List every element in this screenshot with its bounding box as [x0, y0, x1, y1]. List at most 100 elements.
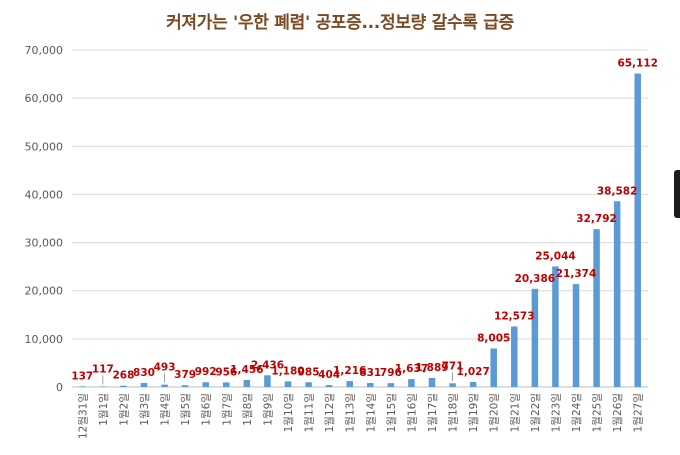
bar [181, 385, 189, 387]
x-tick-label: 1월2일 [117, 393, 130, 426]
bar [161, 384, 168, 387]
data-label: 493 [154, 362, 176, 374]
x-tick-label: 1월25일 [591, 393, 604, 432]
x-axis-tick-labels: 12월31일 1월1일 1월2일 1월3일 1월4일 1월5일 1월6일 1월7일 1월8일 1월… [76, 393, 644, 439]
data-label: 8,005 [477, 332, 510, 344]
data-label: 137 [71, 370, 93, 382]
data-label: 1,027 [457, 366, 490, 378]
x-tick-label: 1월21일 [508, 393, 521, 432]
bar [140, 383, 148, 387]
x-tick-label: 1월15일 [385, 393, 398, 432]
data-label: 12,573 [494, 310, 535, 322]
x-tick-label: 1월11일 [303, 393, 316, 432]
data-label: 956 [215, 366, 237, 378]
bar [387, 383, 395, 387]
bar [346, 381, 353, 387]
y-tick-label: 70,000 [25, 44, 64, 57]
data-label: 771 [442, 360, 464, 372]
bar [99, 386, 107, 387]
x-tick-label: 1월5일 [179, 393, 192, 426]
data-label: 2,436 [251, 359, 284, 371]
data-label: 38,582 [597, 185, 638, 197]
data-label: 117 [92, 363, 114, 375]
bar [552, 266, 559, 387]
x-tick-label: 1월4일 [159, 393, 172, 426]
y-tick-label: 20,000 [25, 285, 64, 298]
bar [120, 385, 127, 387]
gridlines [72, 49, 648, 388]
x-tick-label: 1월24일 [570, 393, 583, 432]
bar [634, 73, 641, 387]
bar [367, 382, 374, 387]
bar [243, 379, 251, 387]
x-tick-label: 1월19일 [467, 393, 480, 432]
bar [305, 382, 312, 387]
data-label: 1,216 [333, 365, 366, 377]
bar [428, 377, 436, 387]
data-label: 65,112 [617, 58, 658, 70]
data-label: 830 [133, 367, 155, 379]
data-label: 268 [112, 370, 134, 382]
data-label: 32,792 [576, 213, 617, 225]
y-tick-label: 50,000 [25, 140, 64, 153]
x-tick-label: 1월8일 [241, 393, 254, 426]
x-tick-label: 1월17일 [426, 393, 439, 432]
y-tick-label: 40,000 [25, 188, 64, 201]
window-edge-handle [674, 170, 680, 218]
bar [284, 381, 292, 387]
x-tick-label: 1월20일 [488, 393, 501, 432]
y-tick-label: 30,000 [25, 237, 64, 250]
x-tick-label: 1월22일 [529, 393, 542, 432]
data-label: 1,456 [230, 364, 263, 376]
data-label: 1,637 [395, 363, 428, 375]
data-label: 25,044 [535, 250, 576, 262]
x-tick-label: 1월3일 [138, 393, 151, 426]
x-tick-label: 1월1일 [97, 393, 110, 426]
bar [469, 382, 477, 387]
bar [572, 284, 580, 387]
data-label: 796 [380, 367, 402, 379]
y-tick-label: 60,000 [25, 92, 64, 105]
x-tick-label: 1월16일 [405, 393, 418, 432]
data-label: 21,374 [556, 268, 597, 280]
data-label: 379 [174, 369, 196, 381]
data-label: 20,386 [515, 273, 556, 285]
bar [202, 382, 209, 387]
bar [449, 383, 456, 387]
data-label: 831 [359, 367, 381, 379]
data-label: 985 [298, 366, 320, 378]
bar [511, 326, 518, 387]
bar [325, 385, 333, 387]
bar [613, 201, 621, 387]
bar [593, 229, 600, 387]
y-tick-label: 10,000 [25, 333, 64, 346]
x-tick-label: 1월14일 [364, 393, 377, 432]
data-label: 404 [318, 369, 340, 381]
x-tick-label: 1월7일 [220, 393, 233, 426]
data-label: 1,889 [415, 362, 448, 374]
data-label: 1,180 [271, 365, 304, 377]
bar [408, 379, 415, 387]
bar [223, 382, 230, 387]
x-tick-label: 1월23일 [549, 393, 562, 432]
x-tick-label: 1월26일 [611, 393, 624, 432]
x-tick-label: 1월10일 [282, 393, 295, 432]
y-axis-tick-labels: 0 10,000 20,000 30,000 40,000 50,000 60,000 70,… [25, 44, 64, 394]
bar [531, 288, 539, 387]
chart-title: 커져가는 '우한 폐렴' 공포증...정보량 갈수록 급증 [166, 13, 514, 33]
x-tick-label: 1월9일 [261, 393, 274, 426]
bars [79, 73, 641, 387]
x-tick-label: 1월12일 [323, 393, 336, 432]
bar [490, 348, 497, 387]
bar [79, 386, 86, 387]
x-tick-label: 1월6일 [200, 393, 213, 426]
bar [264, 375, 271, 387]
data-labels: 1371172688304933799929561,4562,4361,1809… [71, 58, 658, 385]
y-tick-label: 0 [56, 381, 63, 394]
x-tick-label: 12월31일 [76, 393, 89, 439]
data-label: 992 [195, 366, 217, 378]
x-tick-label: 1월13일 [344, 393, 357, 432]
x-tick-label: 1월27일 [632, 393, 645, 432]
x-tick-label: 1월18일 [447, 393, 460, 432]
